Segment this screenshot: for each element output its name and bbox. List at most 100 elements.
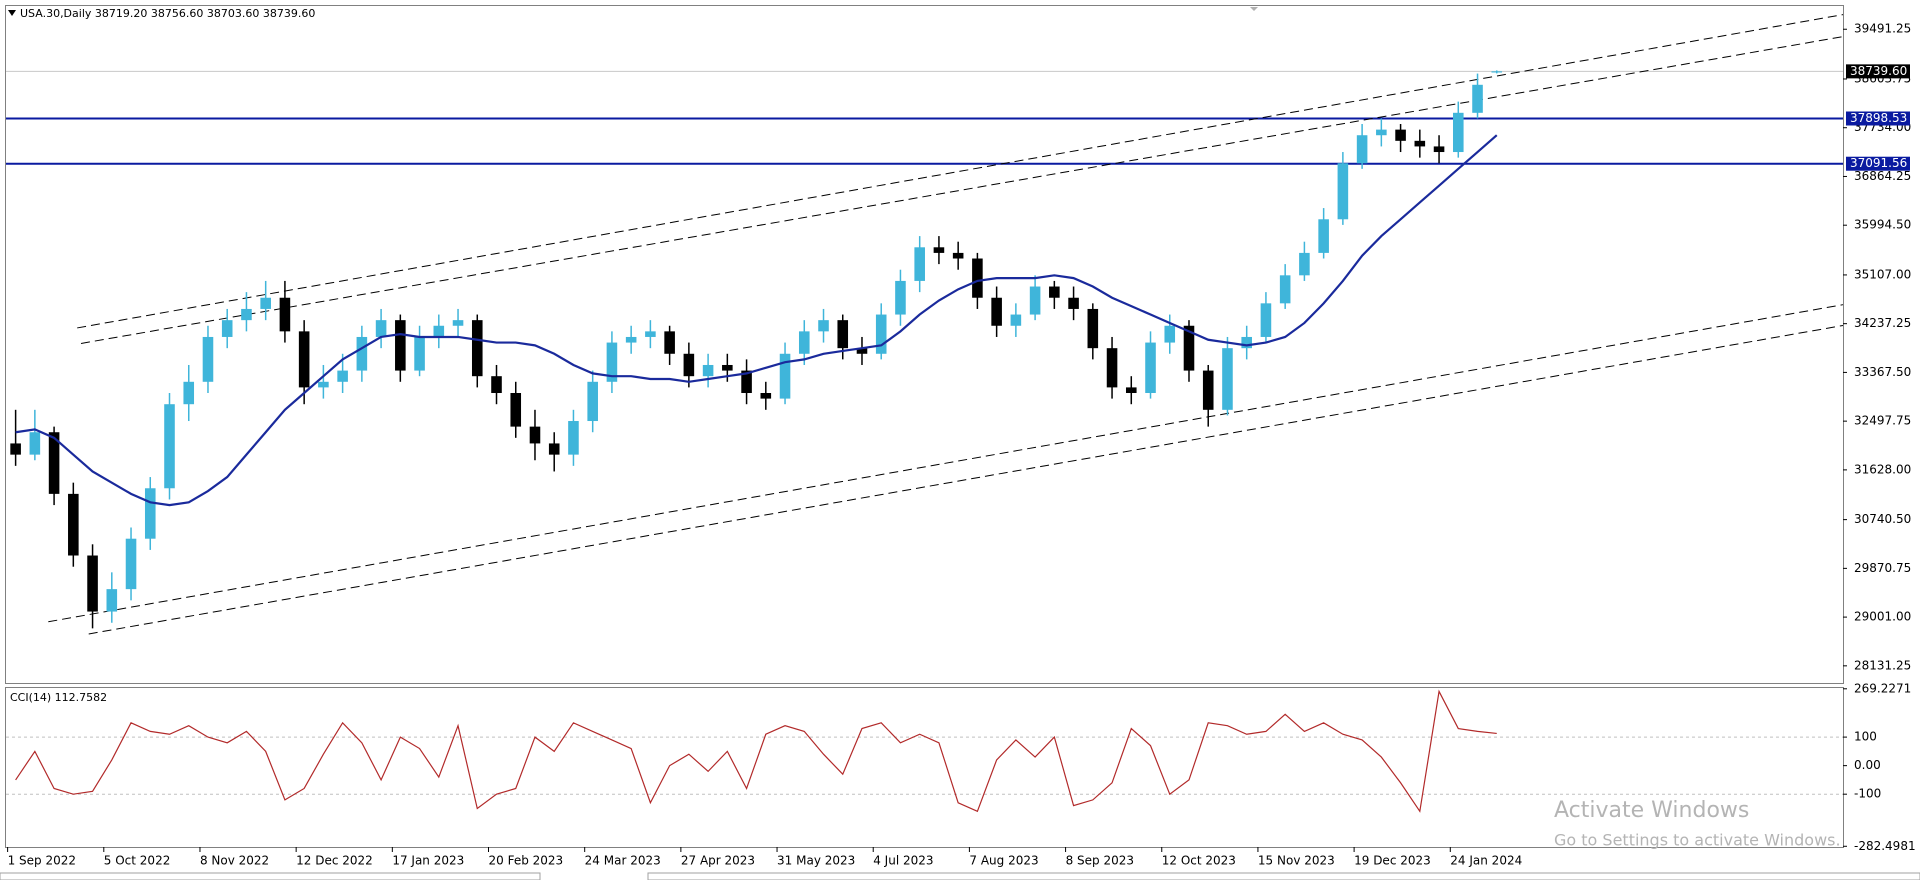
candle-body bbox=[221, 320, 233, 337]
candle-body bbox=[1395, 129, 1406, 141]
candle-body bbox=[414, 336, 425, 371]
cci-line bbox=[15, 689, 1497, 813]
candle-body bbox=[1241, 336, 1252, 349]
tab-bar[interactable] bbox=[0, 872, 541, 880]
trendline bbox=[88, 324, 1844, 635]
candle-body bbox=[664, 331, 675, 354]
candle-body bbox=[241, 308, 252, 321]
candle-body bbox=[1356, 135, 1368, 164]
candle-body bbox=[1222, 348, 1233, 410]
candle-body bbox=[1029, 286, 1041, 315]
candle-body bbox=[356, 336, 368, 371]
candle-body bbox=[337, 370, 348, 382]
x-tick-label: 27 Apr 2023 bbox=[681, 854, 755, 868]
candle-body bbox=[1010, 314, 1022, 326]
candle-body bbox=[202, 336, 214, 382]
candle-body bbox=[587, 381, 598, 422]
candle-body bbox=[1106, 348, 1118, 388]
candle-body bbox=[683, 353, 695, 377]
candle-body bbox=[260, 297, 271, 309]
x-tick-label: 15 Nov 2023 bbox=[1258, 854, 1335, 868]
x-tick-label: 17 Jan 2023 bbox=[392, 854, 464, 868]
candle-body bbox=[125, 538, 137, 590]
y-tick-label: 29870.75 bbox=[1854, 561, 1911, 575]
x-tick-label: 20 Feb 2023 bbox=[489, 854, 564, 868]
candle-body bbox=[645, 331, 656, 337]
candle-body bbox=[548, 443, 560, 455]
y-tick-label: 269.2271 bbox=[1854, 681, 1911, 695]
candle-body bbox=[106, 589, 118, 612]
y-tick-label: 29001.00 bbox=[1854, 610, 1911, 624]
candle-body bbox=[510, 393, 522, 427]
watermark-title: Activate Windows bbox=[1554, 798, 1749, 823]
x-tick-label: 1 Sep 2022 bbox=[8, 854, 76, 868]
y-tick-label: 34237.25 bbox=[1854, 316, 1911, 330]
trendline bbox=[80, 36, 1844, 344]
y-tick-label: 33367.50 bbox=[1854, 365, 1911, 379]
candle-body bbox=[10, 443, 21, 455]
x-tick-label: 12 Dec 2022 bbox=[296, 854, 373, 868]
x-tick-label: 4 Jul 2023 bbox=[873, 854, 933, 868]
candle-body bbox=[1260, 303, 1272, 337]
shift-marker bbox=[1250, 7, 1258, 11]
candle-body bbox=[29, 432, 41, 455]
y-tick-label: -282.4981 bbox=[1854, 839, 1916, 853]
y-tick-label: 28131.25 bbox=[1854, 658, 1911, 672]
candle-body bbox=[375, 320, 387, 337]
candle-body bbox=[741, 370, 752, 394]
candle-body bbox=[837, 320, 849, 349]
candle-body bbox=[433, 325, 445, 337]
candle-body bbox=[914, 247, 925, 281]
x-tick-label: 24 Jan 2024 bbox=[1450, 854, 1522, 868]
y-tick-label: 0.00 bbox=[1854, 758, 1881, 772]
candle-body bbox=[952, 252, 964, 259]
candle-body bbox=[529, 426, 541, 444]
candle-body bbox=[1433, 146, 1445, 153]
y-tick-label: 31628.00 bbox=[1854, 462, 1911, 476]
x-tick-label: 12 Oct 2023 bbox=[1162, 854, 1236, 868]
main-panel bbox=[5, 5, 1844, 684]
candle-body bbox=[298, 331, 310, 388]
collapse-icon[interactable] bbox=[8, 10, 16, 16]
candle-body bbox=[933, 247, 945, 253]
x-tick-label: 8 Sep 2023 bbox=[1066, 854, 1134, 868]
candle-body bbox=[1299, 252, 1310, 276]
x-tick-label: 31 May 2023 bbox=[777, 854, 855, 868]
candle-body bbox=[1087, 308, 1099, 349]
candle-body bbox=[625, 336, 637, 343]
price-box-label: 37091.56 bbox=[1850, 156, 1907, 170]
candle-body bbox=[183, 381, 195, 405]
y-tick-label: 35994.50 bbox=[1854, 218, 1911, 232]
candle-body bbox=[471, 320, 483, 377]
candle-body bbox=[1472, 84, 1483, 113]
candle-body bbox=[452, 320, 464, 326]
indicator-panel bbox=[5, 687, 1844, 848]
candle-body bbox=[568, 421, 579, 455]
candle-body bbox=[875, 314, 887, 354]
candle-body bbox=[48, 432, 60, 494]
candle-body bbox=[1414, 140, 1426, 147]
y-tick-label: 35107.00 bbox=[1854, 267, 1911, 281]
candle-body bbox=[606, 342, 618, 382]
price-box bbox=[1846, 64, 1910, 79]
candle-body bbox=[318, 381, 329, 388]
watermark-subtitle: Go to Settings to activate Windows. bbox=[1554, 831, 1841, 850]
price-box bbox=[1846, 156, 1910, 171]
candle-body bbox=[68, 493, 79, 556]
y-tick-label: 39491.25 bbox=[1854, 22, 1911, 36]
x-tick-label: 7 Aug 2023 bbox=[969, 854, 1038, 868]
tab-bar[interactable] bbox=[647, 872, 1920, 880]
candle-body bbox=[722, 364, 733, 371]
y-tick-label: 32497.75 bbox=[1854, 414, 1911, 428]
y-tick-label: 30740.50 bbox=[1854, 512, 1911, 526]
candle-body bbox=[779, 353, 791, 399]
candle-body bbox=[1279, 275, 1291, 304]
candle-body bbox=[760, 393, 772, 399]
indicator-title: CCI(14) 112.7582 bbox=[10, 691, 107, 704]
y-tick-label: -100 bbox=[1854, 787, 1881, 801]
trendline bbox=[77, 14, 1844, 329]
candle-body bbox=[1068, 297, 1079, 309]
x-tick-label: 5 Oct 2022 bbox=[104, 854, 171, 868]
trendline bbox=[48, 304, 1844, 623]
